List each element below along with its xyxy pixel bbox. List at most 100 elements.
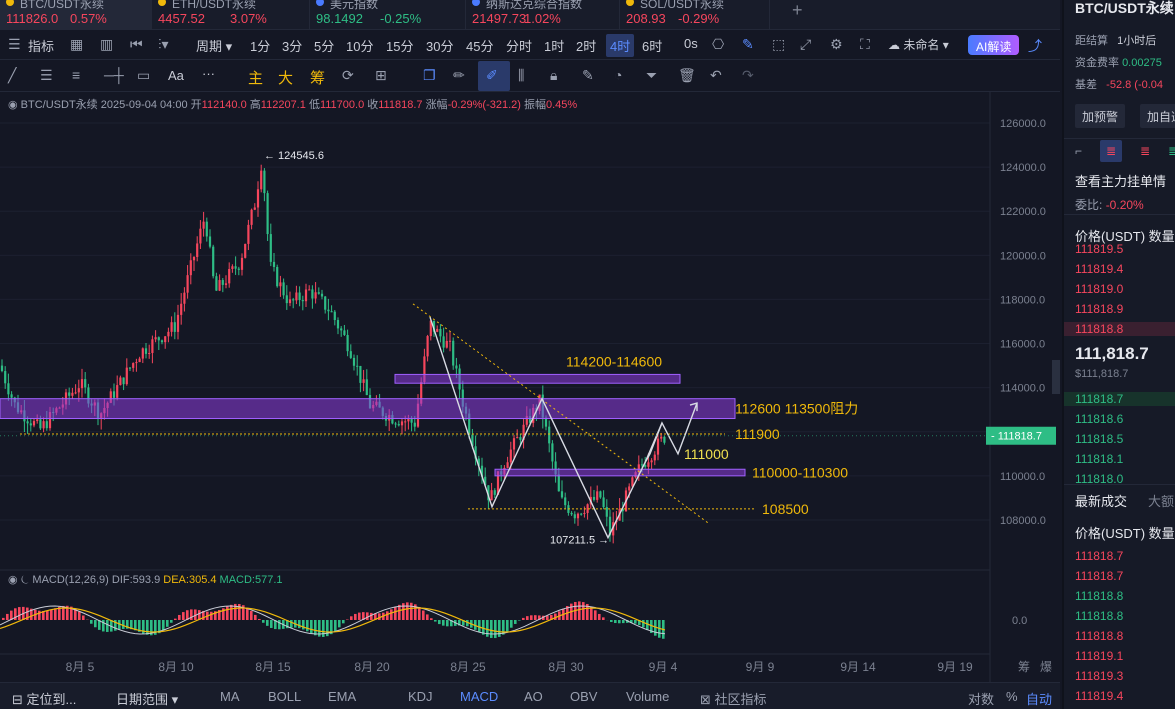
more-tools[interactable]: ··· bbox=[202, 66, 215, 81]
ticker-tab-1[interactable]: ETH/USDT永续 4457.52 3.07% bbox=[152, 0, 310, 30]
timeframe-4[interactable]: 15分 bbox=[386, 39, 414, 54]
magnet-icon[interactable]: ◔ bbox=[614, 67, 623, 83]
period-dropdown[interactable]: 周期 ▾ bbox=[196, 39, 233, 54]
large-order-button[interactable]: 大 bbox=[278, 70, 294, 87]
draw-icon[interactable]: ✎ bbox=[742, 36, 754, 52]
timeframe-11[interactable]: 6时 bbox=[642, 39, 663, 54]
lock-icon[interactable]: 🔒︎ bbox=[550, 67, 558, 83]
parallel-tool-icon[interactable]: ☰ bbox=[40, 67, 53, 83]
timeframe-7[interactable]: 分时 bbox=[506, 39, 533, 54]
indicator-button[interactable]: 指标 bbox=[28, 39, 55, 54]
camera-icon[interactable]: ⎔ bbox=[712, 36, 725, 52]
x-tick-label: 9月 9 bbox=[746, 660, 775, 674]
indicator-tab-volume[interactable]: Volume bbox=[626, 689, 670, 704]
timeframe-1[interactable]: 3分 bbox=[282, 39, 303, 54]
indicator-tab-kdj[interactable]: KDJ bbox=[408, 689, 433, 704]
trash-icon[interactable]: 🗑︎ bbox=[678, 67, 696, 83]
timeframe-2[interactable]: 5分 bbox=[314, 39, 335, 54]
fullscreen-small-icon[interactable]: ⤢ bbox=[800, 36, 812, 52]
timeframe-12[interactable]: 0s bbox=[684, 36, 698, 51]
fullscreen-icon[interactable]: ⛶ bbox=[860, 36, 870, 52]
chart-svg[interactable]: 126000.0 124000.0 122000.0 120000.0 118000.0… bbox=[0, 92, 1060, 682]
line-tool-icon[interactable]: ╱ bbox=[8, 67, 17, 83]
chart-type-icon[interactable]: ⫶▾ bbox=[158, 36, 169, 52]
timeframe-9[interactable]: 2时 bbox=[576, 39, 597, 54]
layout-name-dropdown[interactable]: ☁ 未命名 ▾ bbox=[888, 38, 949, 52]
log-scale-toggle[interactable]: 对数 bbox=[968, 692, 995, 707]
add-alert-button[interactable]: 加预警 bbox=[1075, 104, 1126, 128]
fib-tool-icon[interactable]: ≡ bbox=[72, 67, 81, 83]
brush-icon[interactable]: ✐ bbox=[486, 67, 498, 83]
ticker-tab-4[interactable]: SOL/USDT永续 208.93 -0.29% bbox=[620, 0, 770, 30]
orderbook-title[interactable]: 查看主力挂单情 bbox=[1075, 174, 1167, 189]
candle-body bbox=[196, 243, 199, 257]
timeframe-6[interactable]: 45分 bbox=[466, 39, 494, 54]
horizontal-line-icon[interactable]: ─┼ bbox=[104, 67, 124, 83]
indicator-tab-ma[interactable]: MA bbox=[220, 689, 240, 704]
orderbook-header: 价格(USDT) 数量 bbox=[1075, 229, 1175, 244]
indicator-tab-ao[interactable]: AO bbox=[524, 689, 543, 704]
macd-eye-icon[interactable]: ◉ ⏾ bbox=[8, 574, 30, 586]
indicator-tab-macd[interactable]: MACD bbox=[460, 689, 499, 704]
sync-icon[interactable]: ⟳ bbox=[342, 67, 354, 83]
timeframe-3[interactable]: 10分 bbox=[346, 39, 374, 54]
indicator-tab-boll[interactable]: BOLL bbox=[268, 689, 302, 704]
candle-body bbox=[279, 282, 282, 287]
trend-line[interactable] bbox=[412, 303, 711, 525]
indicator-tab-obv[interactable]: OBV bbox=[570, 689, 598, 704]
latest-trades-tab[interactable]: 最新成交 bbox=[1075, 494, 1128, 509]
ticker-tab-3[interactable]: 纳斯达克综合指数 21497.73 1.02% bbox=[466, 0, 620, 30]
large-trades-tab[interactable]: 大额 bbox=[1148, 494, 1175, 509]
candles-icon[interactable]: ⫼ bbox=[518, 67, 525, 83]
filter-icon[interactable]: ⏷ bbox=[646, 67, 658, 83]
zone-114200-114600[interactable] bbox=[394, 373, 681, 384]
orderbook-mode-icon-3[interactable]: ≣ bbox=[1140, 144, 1151, 158]
projection-path[interactable] bbox=[644, 402, 698, 463]
add-watchlist-button[interactable]: 加自选 bbox=[1140, 104, 1175, 128]
table-icon[interactable]: ⊞ bbox=[375, 67, 387, 83]
auto-scale-toggle[interactable]: 自动 bbox=[1026, 692, 1053, 707]
text-tool[interactable]: Aa bbox=[168, 68, 184, 83]
wave-path[interactable] bbox=[429, 316, 663, 540]
timeframe-5[interactable]: 30分 bbox=[426, 39, 454, 54]
zone-110000-110300[interactable] bbox=[494, 468, 746, 477]
redo-icon[interactable]: ↷ bbox=[742, 67, 754, 83]
x-extra-label[interactable]: 爆 bbox=[1040, 660, 1052, 674]
ticker-tab-2[interactable]: 美元指数 98.1492 -0.25% bbox=[310, 0, 466, 30]
timeframe-10[interactable]: 4时 bbox=[606, 34, 635, 57]
timeframe-0[interactable]: 1分 bbox=[250, 39, 271, 54]
ai-button[interactable]: AI解读 bbox=[968, 35, 1020, 55]
timeframe-8[interactable]: 1时 bbox=[544, 39, 565, 54]
percent-scale-toggle[interactable]: % bbox=[1006, 689, 1018, 704]
menu-icon[interactable]: ☰ bbox=[8, 36, 21, 52]
panel-collapse-handle[interactable] bbox=[1052, 360, 1060, 394]
orderbook-mode-icon-2[interactable]: ≣ bbox=[1100, 140, 1122, 162]
x-extra-label[interactable]: 筹 bbox=[1018, 660, 1030, 674]
settings-icon[interactable]: ⚙ bbox=[830, 36, 843, 52]
community-indicator-button[interactable]: ⊠ 社区指标 bbox=[700, 692, 767, 707]
share-icon[interactable]: ⤴ bbox=[1028, 38, 1042, 54]
replay-icon[interactable]: ⏮ bbox=[130, 36, 143, 52]
layout-icon[interactable]: ▥ bbox=[100, 36, 114, 52]
undo-icon[interactable]: ↶ bbox=[710, 67, 722, 83]
calendar-icon[interactable]: ▦ bbox=[70, 36, 84, 52]
crop-icon[interactable]: ⬚ bbox=[772, 36, 786, 52]
price-chart[interactable]: 126000.0 124000.0 122000.0 120000.0 118000.0… bbox=[0, 92, 1060, 682]
chip-button[interactable]: 筹 bbox=[310, 70, 326, 87]
rectangle-tool-icon[interactable]: ▭ bbox=[137, 67, 151, 83]
macd-bar bbox=[342, 620, 345, 624]
legend-eye-icon[interactable]: ◉ bbox=[8, 99, 18, 111]
date-range-dropdown[interactable]: 日期范围 ▾ bbox=[116, 692, 179, 707]
orderbook-mode-icon-4[interactable]: ≣ bbox=[1168, 144, 1175, 158]
zone-112600-113500[interactable] bbox=[0, 398, 736, 420]
indicator-tab-ema[interactable]: EMA bbox=[328, 689, 357, 704]
main-force-button[interactable]: 主 bbox=[248, 70, 264, 87]
legend-high-label: 高 bbox=[249, 99, 261, 111]
edit-icon[interactable]: ✎ bbox=[582, 67, 594, 83]
copy-icon[interactable]: ❐ bbox=[423, 67, 436, 83]
locate-button[interactable]: ⊟ 定位到... bbox=[12, 692, 77, 707]
orderbook-mode-icon-1[interactable]: ⌐ bbox=[1075, 144, 1083, 158]
add-tab-button[interactable]: + bbox=[792, 0, 803, 20]
ticker-tab-0[interactable]: BTC/USDT永续 111826.0 0.57% bbox=[0, 0, 152, 30]
pen-icon[interactable]: ✏ bbox=[453, 67, 465, 83]
